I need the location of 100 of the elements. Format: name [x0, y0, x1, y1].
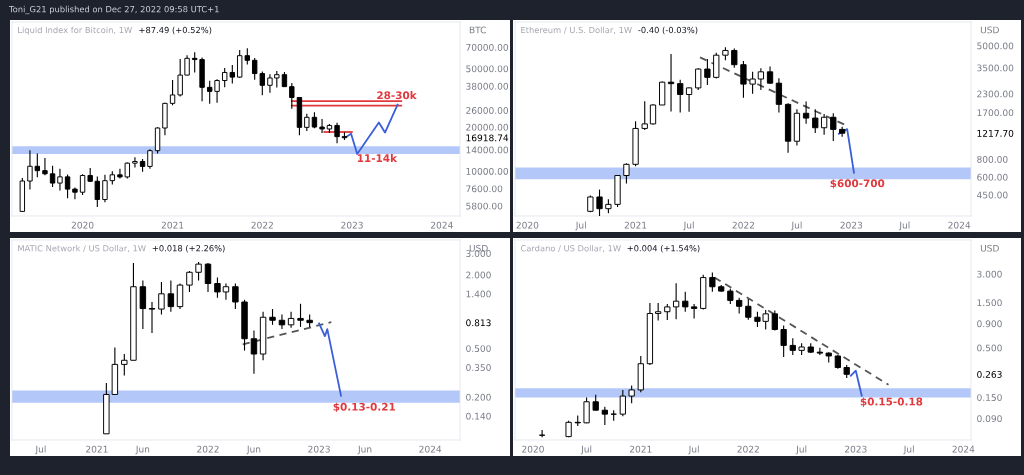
y-tick-label: 1217.70: [977, 129, 1014, 137]
candlestick: [601, 406, 608, 426]
y-tick-label: 0.350: [466, 364, 491, 371]
candlestick: [72, 186, 78, 200]
y-tick-label: 70000.00: [466, 43, 509, 51]
annotation: 11-14k: [357, 153, 398, 162]
candlestick: [232, 282, 239, 310]
candlestick: [775, 77, 783, 114]
y-tick-label: 50000.00: [466, 65, 509, 73]
candlestick: [334, 122, 340, 144]
y-tick-label: 3500.00: [977, 64, 1014, 72]
candlestick: [297, 303, 304, 328]
text: +0.004 (+1.54%): [627, 244, 700, 253]
candlestick: [709, 272, 716, 293]
y-tick-label: 38000.00: [466, 82, 509, 90]
text: MATIC Network / US Dollar, 1W: [18, 244, 146, 253]
x-tick-label: Jul: [683, 221, 694, 231]
candlestick: [79, 173, 86, 196]
y-axis-title: USD: [980, 244, 999, 252]
y-tick-label: 0.500: [466, 345, 491, 352]
candlestick: [812, 108, 819, 134]
y-tick-label: 1700.00: [977, 109, 1014, 117]
line-series: [318, 322, 342, 397]
x-tick-label: 2024: [948, 221, 971, 229]
y-tick-label: 0.140: [466, 412, 491, 420]
candlestick: [147, 148, 153, 170]
annotation: $0.13-0.21: [333, 402, 396, 413]
candlestick: [685, 86, 693, 113]
x-tick-label: Jul: [688, 445, 699, 455]
x-tick-label: 2023: [840, 221, 863, 229]
y-tick-label: 600.00: [977, 173, 1008, 181]
candlestick: [214, 277, 221, 299]
candlestick: [731, 47, 738, 69]
y-tick-label: 5000.00: [977, 42, 1014, 50]
candlestick: [186, 270, 193, 293]
x-tick-label: Jul: [575, 221, 586, 231]
y-axis-title: USD: [469, 244, 488, 252]
candlestick: [695, 67, 702, 91]
y-tick-label: 16918.74: [466, 134, 509, 142]
text: -0.40 (-0.03%): [638, 26, 698, 35]
y-tick-label: 1.500: [977, 299, 1002, 307]
y-axis-title: USD: [980, 26, 999, 34]
x-tick-label: 2021: [629, 445, 652, 453]
y-tick-label: 10000.00: [466, 167, 509, 175]
candlestick: [132, 156, 138, 169]
candlestick: [623, 162, 630, 185]
y-tick-label: 5800.00: [466, 202, 503, 210]
text: Ethereum / U.S. Dollar, 1W: [521, 26, 632, 34]
x-tick-label: 2020: [522, 445, 544, 453]
candlestick: [771, 309, 778, 332]
candlestick: [195, 261, 202, 282]
y-tick-label: 0.150: [977, 394, 1002, 401]
candlestick: [148, 301, 156, 334]
candlestick: [749, 71, 756, 95]
x-tick-label: Jul: [898, 221, 910, 231]
y-tick-label: 2.000: [466, 271, 491, 279]
candlestick: [802, 100, 810, 125]
y-tick-label: 800.00: [977, 155, 1008, 163]
y-tick-label: 20000.00: [466, 123, 509, 131]
text: +87.49 (+0.52%): [139, 26, 212, 35]
candlestick: [745, 298, 752, 321]
x-tick-label: 2021: [161, 221, 184, 229]
x-tick-label: Jun: [246, 445, 261, 455]
candlestick: [641, 100, 648, 131]
candlestick: [780, 324, 787, 358]
candlestick: [704, 58, 711, 86]
candlestick: [42, 157, 48, 176]
x-tick-label: 2021: [86, 445, 108, 453]
y-tick-label: 1.400: [466, 290, 491, 298]
x-tick-label: 2022: [197, 445, 219, 453]
candlestick: [154, 126, 161, 155]
candlestick: [713, 52, 720, 79]
candlestick: [176, 282, 184, 310]
x-tick-label: Jul: [35, 445, 46, 455]
candlestick: [839, 126, 846, 138]
annotation: $0.15-0.18: [860, 397, 923, 407]
candlestick: [319, 118, 325, 134]
x-tick-label: Jul: [795, 445, 807, 455]
y-tick-label: 3.000: [977, 270, 1002, 278]
y-tick-label: 3.000: [466, 250, 491, 257]
y-tick-label: 0.813: [466, 319, 491, 327]
y-tick-label: 0.090: [977, 415, 1002, 423]
candlestick: [820, 113, 828, 136]
text: Cardano / US Dollar, 1W: [520, 244, 621, 253]
x-tick-label: 2023: [341, 221, 363, 229]
annotation: $600-700: [830, 179, 885, 189]
x-tick-label: Jun: [135, 445, 150, 455]
candlestick: [677, 79, 684, 114]
x-tick-label: 2020: [516, 221, 539, 229]
text: Toni_G21 published on Dec 27, 2022 09:58 UTC+1: [8, 5, 219, 15]
candlestick: [169, 79, 176, 106]
y-tick-label: 0.900: [977, 320, 1002, 328]
annotation: 28-30k: [377, 91, 417, 100]
candlestick: [121, 353, 128, 377]
candlestick: [64, 173, 71, 199]
x-tick-label: 2022: [737, 445, 759, 453]
y-tick-label: 2300.00: [977, 90, 1014, 98]
candlestick: [222, 282, 230, 301]
y-tick-label: 450.00: [977, 191, 1008, 199]
y-tick-label: 0.263: [977, 371, 1002, 378]
